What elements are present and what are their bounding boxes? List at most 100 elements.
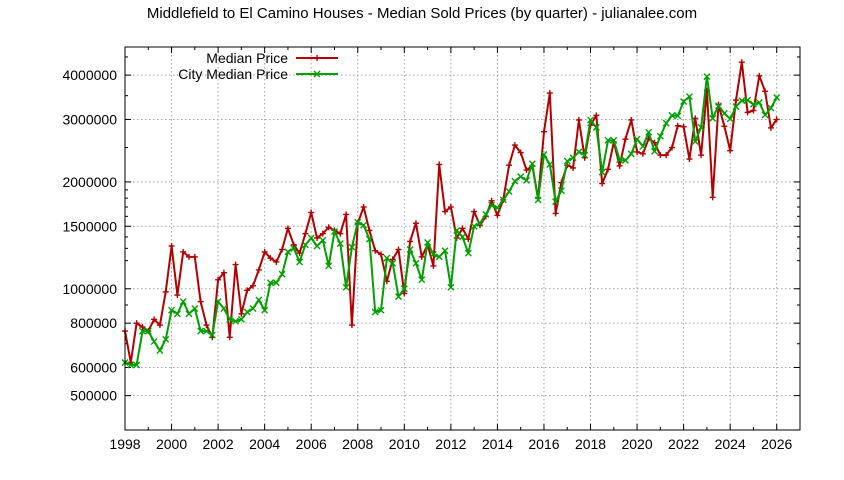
data-point-median-price: [546, 90, 553, 97]
data-point-median-price: [604, 166, 611, 173]
data-point-city-median-price: [156, 347, 164, 354]
data-point-median-price: [418, 253, 425, 260]
series-layer: [121, 59, 781, 369]
data-point-median-price: [680, 123, 687, 130]
data-point-city-median-price: [598, 168, 606, 176]
data-point-median-price: [395, 246, 402, 253]
data-point-city-median-price: [133, 361, 141, 369]
data-point-city-median-price: [767, 104, 775, 112]
data-point-city-median-price: [424, 239, 432, 247]
data-point-city-median-price: [202, 327, 210, 335]
data-point-city-median-price: [459, 233, 466, 241]
data-point-city-median-price: [453, 226, 461, 234]
data-point-median-price: [156, 322, 163, 329]
data-point-median-price: [721, 123, 728, 130]
data-point-median-price: [628, 116, 635, 123]
data-point-city-median-price: [150, 338, 158, 346]
data-point-city-median-price: [342, 283, 350, 291]
x-tick-label: 2000: [156, 436, 187, 452]
x-tick-label: 2002: [203, 436, 234, 452]
data-point-city-median-price: [394, 293, 402, 301]
data-point-city-median-price: [662, 119, 670, 127]
data-point-city-median-price: [319, 236, 327, 244]
data-point-city-median-price: [540, 150, 548, 158]
x-tick-label: 2012: [435, 436, 466, 452]
data-point-median-price: [727, 147, 734, 154]
data-point-city-median-price: [685, 93, 693, 101]
data-point-median-price: [616, 162, 623, 169]
data-point-city-median-price: [441, 247, 449, 255]
data-point-city-median-price: [138, 327, 146, 335]
data-point-median-price: [494, 212, 501, 219]
x-axis: 1998 2000 2002 2004 2006 2008 2010 2012 2014 2016…: [109, 47, 793, 452]
legend-label-median-price: Median Price: [206, 50, 288, 66]
data-point-city-median-price: [505, 187, 513, 195]
data-point-median-price: [232, 261, 239, 268]
data-point-city-median-price: [639, 142, 647, 150]
data-point-median-price: [162, 288, 169, 295]
x-tick-label: 2016: [528, 436, 559, 452]
data-point-city-median-price: [348, 243, 356, 251]
data-point-city-median-price: [389, 259, 397, 267]
data-point-city-median-price: [755, 98, 763, 106]
data-point-median-price: [284, 225, 291, 232]
data-point-city-median-price: [476, 219, 484, 227]
data-point-city-median-price: [621, 156, 629, 164]
data-point-city-median-price: [738, 97, 746, 105]
data-point-city-median-price: [400, 285, 408, 293]
y-tick-label: 3000000: [62, 111, 117, 127]
x-tick-label: 2024: [715, 436, 746, 452]
y-tick-label: 800000: [70, 315, 117, 331]
x-tick-label: 2010: [389, 436, 420, 452]
data-point-city-median-price: [447, 283, 455, 291]
data-point-median-price: [191, 253, 198, 260]
data-point-city-median-price: [604, 136, 612, 144]
data-point-median-price: [511, 142, 518, 149]
data-point-city-median-price: [709, 114, 717, 122]
data-point-median-price: [389, 256, 396, 263]
data-point-city-median-price: [162, 335, 170, 343]
data-point-median-price: [430, 262, 437, 269]
data-point-city-median-price: [482, 210, 490, 218]
data-point-median-price: [540, 128, 547, 135]
data-point-city-median-price: [732, 103, 740, 111]
data-point-city-median-price: [307, 234, 315, 242]
data-point-median-price: [447, 203, 454, 210]
data-point-city-median-price: [173, 310, 181, 318]
data-point-city-median-price: [546, 160, 554, 168]
data-point-city-median-price: [191, 304, 199, 312]
data-point-median-price: [337, 230, 344, 237]
data-point-city-median-price: [365, 235, 373, 243]
data-point-median-price: [698, 152, 705, 159]
data-point-city-median-price: [214, 298, 222, 306]
data-point-city-median-price: [761, 111, 769, 119]
data-point-median-price: [343, 211, 350, 218]
data-point-median-price: [319, 230, 326, 237]
x-tick-label: 2006: [296, 436, 327, 452]
x-tick-label: 2022: [668, 436, 699, 452]
data-point-city-median-price: [185, 310, 193, 318]
data-point-city-median-price: [313, 242, 321, 250]
data-point-median-price: [180, 248, 187, 255]
data-point-median-price: [261, 248, 268, 255]
data-point-city-median-price: [377, 306, 385, 314]
data-point-city-median-price: [371, 308, 379, 316]
data-point-median-price: [663, 152, 670, 159]
data-point-city-median-price: [296, 258, 304, 266]
data-point-city-median-price: [528, 160, 536, 168]
data-point-median-price: [442, 208, 449, 215]
data-point-median-price: [279, 246, 286, 253]
x-tick-label: 2008: [342, 436, 373, 452]
series-city-median-price: [121, 73, 781, 369]
data-point-median-price: [412, 220, 419, 227]
data-point-city-median-price: [552, 198, 560, 206]
data-point-city-median-price: [418, 276, 426, 284]
data-point-city-median-price: [517, 173, 525, 181]
data-point-median-price: [732, 97, 739, 104]
data-point-median-price: [657, 152, 664, 159]
data-point-city-median-price: [557, 187, 565, 195]
data-point-city-median-price: [284, 248, 292, 256]
data-point-median-price: [273, 258, 280, 265]
data-point-city-median-price: [336, 240, 344, 248]
